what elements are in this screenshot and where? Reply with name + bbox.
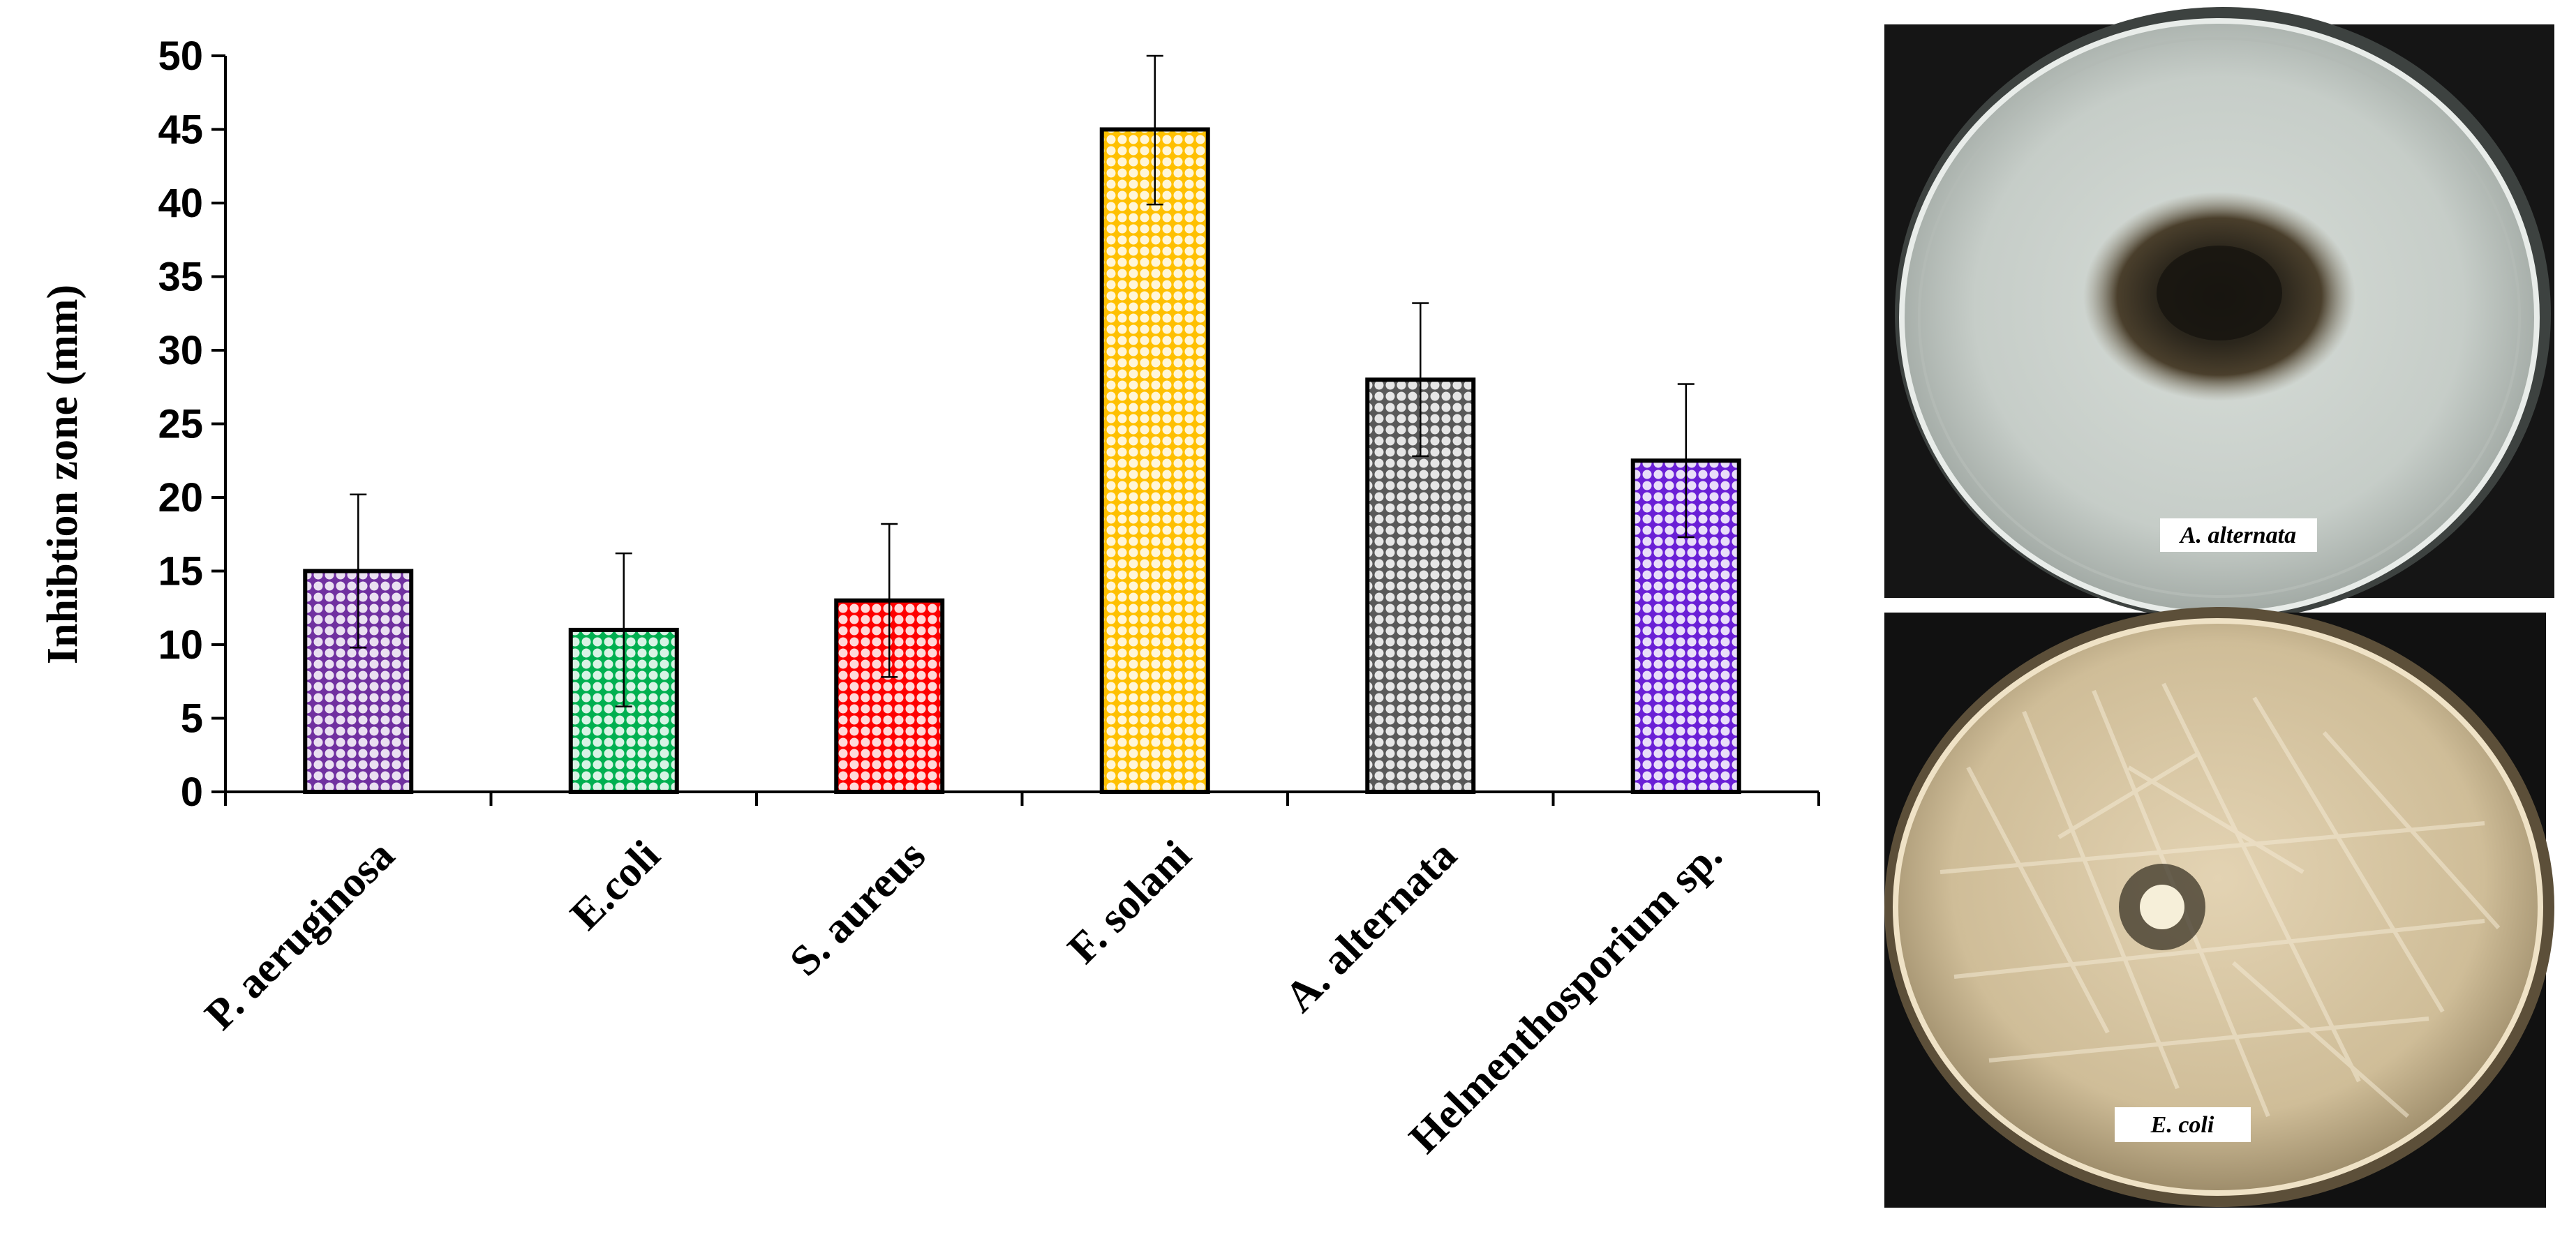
photo-label-a-alternata: A. alternata (2179, 523, 2296, 548)
y-tick-label: 5 (181, 696, 203, 742)
photo-label-e-coli: E. coli (2150, 1112, 2214, 1138)
streak (2252, 696, 2445, 1013)
bar-3 (834, 598, 945, 794)
streak (2161, 682, 2361, 1083)
streak (1988, 1017, 2429, 1063)
y-tick-label: 30 (158, 328, 203, 373)
streak (2022, 710, 2180, 1090)
photo-e-coli: E. coli (1884, 607, 2554, 1208)
bar-chart: Inhibtion zone (mm) 0 5 10 15 20 25 30 35 40 45 50… (39, 33, 1820, 1162)
x-tick-label: A. alternata (1276, 832, 1466, 1021)
x-tick-label: S. aureus (781, 832, 935, 985)
y-tick-label: 25 (158, 402, 203, 447)
y-tick-label: 40 (158, 181, 203, 226)
streak (1953, 919, 2485, 979)
y-tick-label: 15 (158, 549, 203, 594)
bar-4 (1099, 127, 1210, 794)
streak (1940, 821, 2485, 874)
y-axis-label: Inhibtion zone (mm) (39, 285, 87, 664)
y-tick-label: 35 (158, 255, 203, 300)
y-tick-label: 10 (158, 622, 203, 668)
y-tick-label: 45 (158, 107, 203, 153)
streak (1966, 766, 2110, 1034)
streak (2057, 751, 2200, 839)
streak (2127, 765, 2305, 874)
plot-area: 0 5 10 15 20 25 30 35 40 45 50 P. aeruginosa E.coli S… (158, 33, 1820, 1162)
y-tick-label: 0 (181, 770, 203, 815)
y-tick-label: 20 (158, 475, 203, 520)
y-tick-label: 50 (158, 33, 203, 79)
streak (2232, 961, 2409, 1118)
x-tick-label: F. solani (1059, 832, 1200, 973)
x-tick-label: E.coli (562, 832, 669, 939)
x-tick-label: Helmenthosporium sp. (1400, 832, 1731, 1162)
x-tick-label: P. aeruginosa (196, 832, 403, 1039)
photo-a-alternata: A. alternata (1884, 7, 2554, 621)
